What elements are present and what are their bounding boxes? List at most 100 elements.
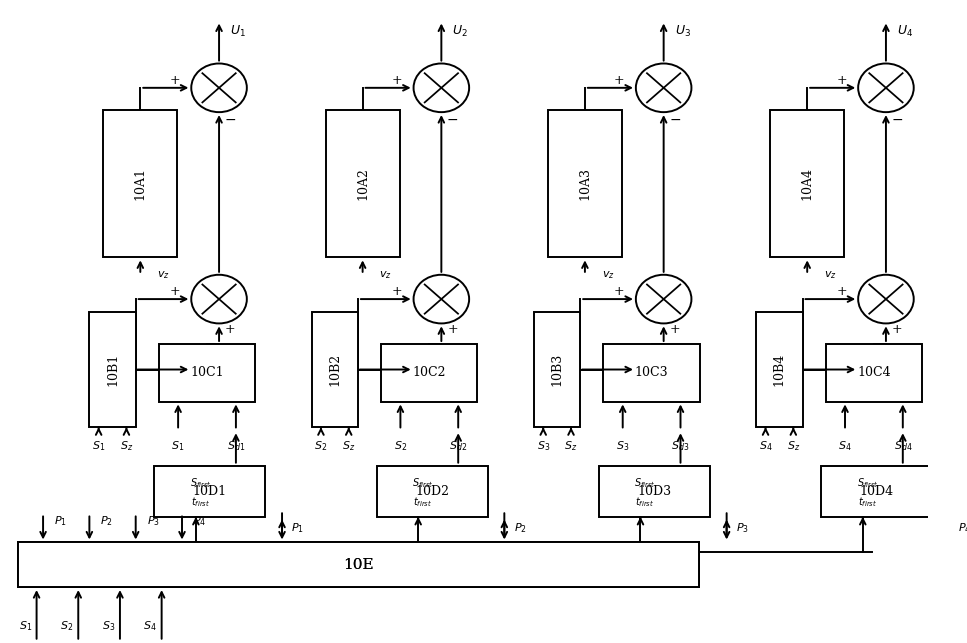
Text: $P_4$: $P_4$ bbox=[193, 514, 206, 528]
Bar bbox=[826, 344, 923, 401]
Bar bbox=[159, 344, 255, 401]
Text: 10D4: 10D4 bbox=[860, 485, 894, 498]
Text: $t_{first}$: $t_{first}$ bbox=[413, 496, 432, 509]
Bar bbox=[89, 312, 135, 427]
Text: +: + bbox=[669, 323, 680, 336]
Text: 10A1: 10A1 bbox=[133, 167, 147, 201]
Bar bbox=[756, 312, 803, 427]
Text: $S_z$: $S_z$ bbox=[120, 439, 133, 453]
Text: $t_{first}$: $t_{first}$ bbox=[858, 496, 877, 509]
Text: $P_3$: $P_3$ bbox=[147, 514, 160, 528]
Bar bbox=[311, 312, 358, 427]
Text: 10D1: 10D1 bbox=[192, 485, 227, 498]
Text: $v_z$: $v_z$ bbox=[601, 269, 614, 281]
Bar bbox=[821, 466, 932, 517]
Text: $S_{d4}$: $S_{d4}$ bbox=[894, 439, 912, 453]
Text: 10C4: 10C4 bbox=[857, 367, 891, 379]
Text: +: + bbox=[447, 323, 457, 336]
Text: +: + bbox=[225, 323, 236, 336]
Text: $P_2$: $P_2$ bbox=[101, 514, 113, 528]
Bar bbox=[534, 312, 580, 427]
Text: $S_2$: $S_2$ bbox=[314, 439, 328, 453]
Bar bbox=[603, 344, 700, 401]
Text: $U_3$: $U_3$ bbox=[675, 24, 690, 39]
Ellipse shape bbox=[191, 275, 247, 323]
Text: $S_3$: $S_3$ bbox=[102, 619, 115, 633]
Bar bbox=[18, 543, 699, 587]
Text: 10B2: 10B2 bbox=[329, 353, 341, 386]
Text: $S_1$: $S_1$ bbox=[171, 439, 185, 453]
Text: +: + bbox=[392, 285, 402, 298]
Text: $S_2$: $S_2$ bbox=[60, 619, 73, 633]
Text: $t_{first}$: $t_{first}$ bbox=[635, 496, 655, 509]
Ellipse shape bbox=[858, 275, 914, 323]
Bar bbox=[103, 110, 177, 257]
Text: $S_z$: $S_z$ bbox=[342, 439, 355, 453]
Text: $S_4$: $S_4$ bbox=[143, 619, 157, 633]
Text: $S_3$: $S_3$ bbox=[537, 439, 550, 453]
Text: +: + bbox=[392, 74, 402, 87]
Text: 10C1: 10C1 bbox=[190, 367, 223, 379]
Text: $v_z$: $v_z$ bbox=[379, 269, 392, 281]
Ellipse shape bbox=[858, 64, 914, 112]
Text: $S_4$: $S_4$ bbox=[759, 439, 773, 453]
Text: +: + bbox=[169, 285, 180, 298]
Ellipse shape bbox=[414, 275, 469, 323]
Text: +: + bbox=[836, 285, 847, 298]
Bar bbox=[154, 466, 265, 517]
Text: $-$: $-$ bbox=[891, 111, 903, 125]
Text: $U_1$: $U_1$ bbox=[230, 24, 246, 39]
Ellipse shape bbox=[636, 64, 691, 112]
Text: $S_1$: $S_1$ bbox=[92, 439, 105, 453]
Bar bbox=[376, 466, 487, 517]
Text: 10B3: 10B3 bbox=[550, 353, 564, 386]
Text: 10A4: 10A4 bbox=[801, 167, 813, 201]
Ellipse shape bbox=[636, 275, 691, 323]
Text: $U_4$: $U_4$ bbox=[897, 24, 913, 39]
Text: $P_1$: $P_1$ bbox=[291, 521, 305, 535]
Text: 10C3: 10C3 bbox=[634, 367, 668, 379]
Text: +: + bbox=[614, 74, 625, 87]
Text: $-$: $-$ bbox=[669, 111, 681, 125]
Bar bbox=[599, 466, 710, 517]
Text: 10C2: 10C2 bbox=[413, 367, 446, 379]
Text: 10B1: 10B1 bbox=[106, 353, 119, 386]
Ellipse shape bbox=[191, 64, 247, 112]
Text: $P_2$: $P_2$ bbox=[513, 521, 526, 535]
Text: $S_{d2}$: $S_{d2}$ bbox=[449, 439, 467, 453]
Text: 10D3: 10D3 bbox=[637, 485, 671, 498]
Text: $S_{d1}$: $S_{d1}$ bbox=[227, 439, 245, 453]
Text: +: + bbox=[892, 323, 902, 336]
Text: $S_2$: $S_2$ bbox=[394, 439, 407, 453]
Bar bbox=[770, 110, 844, 257]
Text: 10E: 10E bbox=[343, 557, 374, 572]
Bar bbox=[18, 543, 699, 587]
Text: $-$: $-$ bbox=[447, 111, 458, 125]
Text: $S_3$: $S_3$ bbox=[616, 439, 630, 453]
Bar bbox=[326, 110, 399, 257]
Text: $v_z$: $v_z$ bbox=[824, 269, 836, 281]
Text: $P_4$: $P_4$ bbox=[958, 521, 967, 535]
Text: $S_4$: $S_4$ bbox=[838, 439, 852, 453]
Text: $P_3$: $P_3$ bbox=[736, 521, 748, 535]
Text: $S_{first}$: $S_{first}$ bbox=[190, 476, 212, 491]
Text: 10B4: 10B4 bbox=[773, 353, 786, 386]
Text: $v_z$: $v_z$ bbox=[157, 269, 170, 281]
Text: $S_{d3}$: $S_{d3}$ bbox=[671, 439, 689, 453]
Text: 10A2: 10A2 bbox=[356, 167, 369, 200]
Text: 10A3: 10A3 bbox=[578, 167, 592, 201]
Text: 10E: 10E bbox=[343, 557, 374, 572]
Text: $P_1$: $P_1$ bbox=[54, 514, 67, 528]
Ellipse shape bbox=[414, 64, 469, 112]
Text: $S_1$: $S_1$ bbox=[18, 619, 32, 633]
Bar bbox=[548, 110, 622, 257]
Text: +: + bbox=[836, 74, 847, 87]
Text: +: + bbox=[169, 74, 180, 87]
Text: $U_2$: $U_2$ bbox=[453, 24, 468, 39]
Text: +: + bbox=[614, 285, 625, 298]
Text: $S_{first}$: $S_{first}$ bbox=[634, 476, 656, 491]
Text: $-$: $-$ bbox=[224, 111, 236, 125]
Text: $S_{first}$: $S_{first}$ bbox=[857, 476, 878, 491]
Text: $S_z$: $S_z$ bbox=[565, 439, 577, 453]
Text: 10D2: 10D2 bbox=[415, 485, 449, 498]
